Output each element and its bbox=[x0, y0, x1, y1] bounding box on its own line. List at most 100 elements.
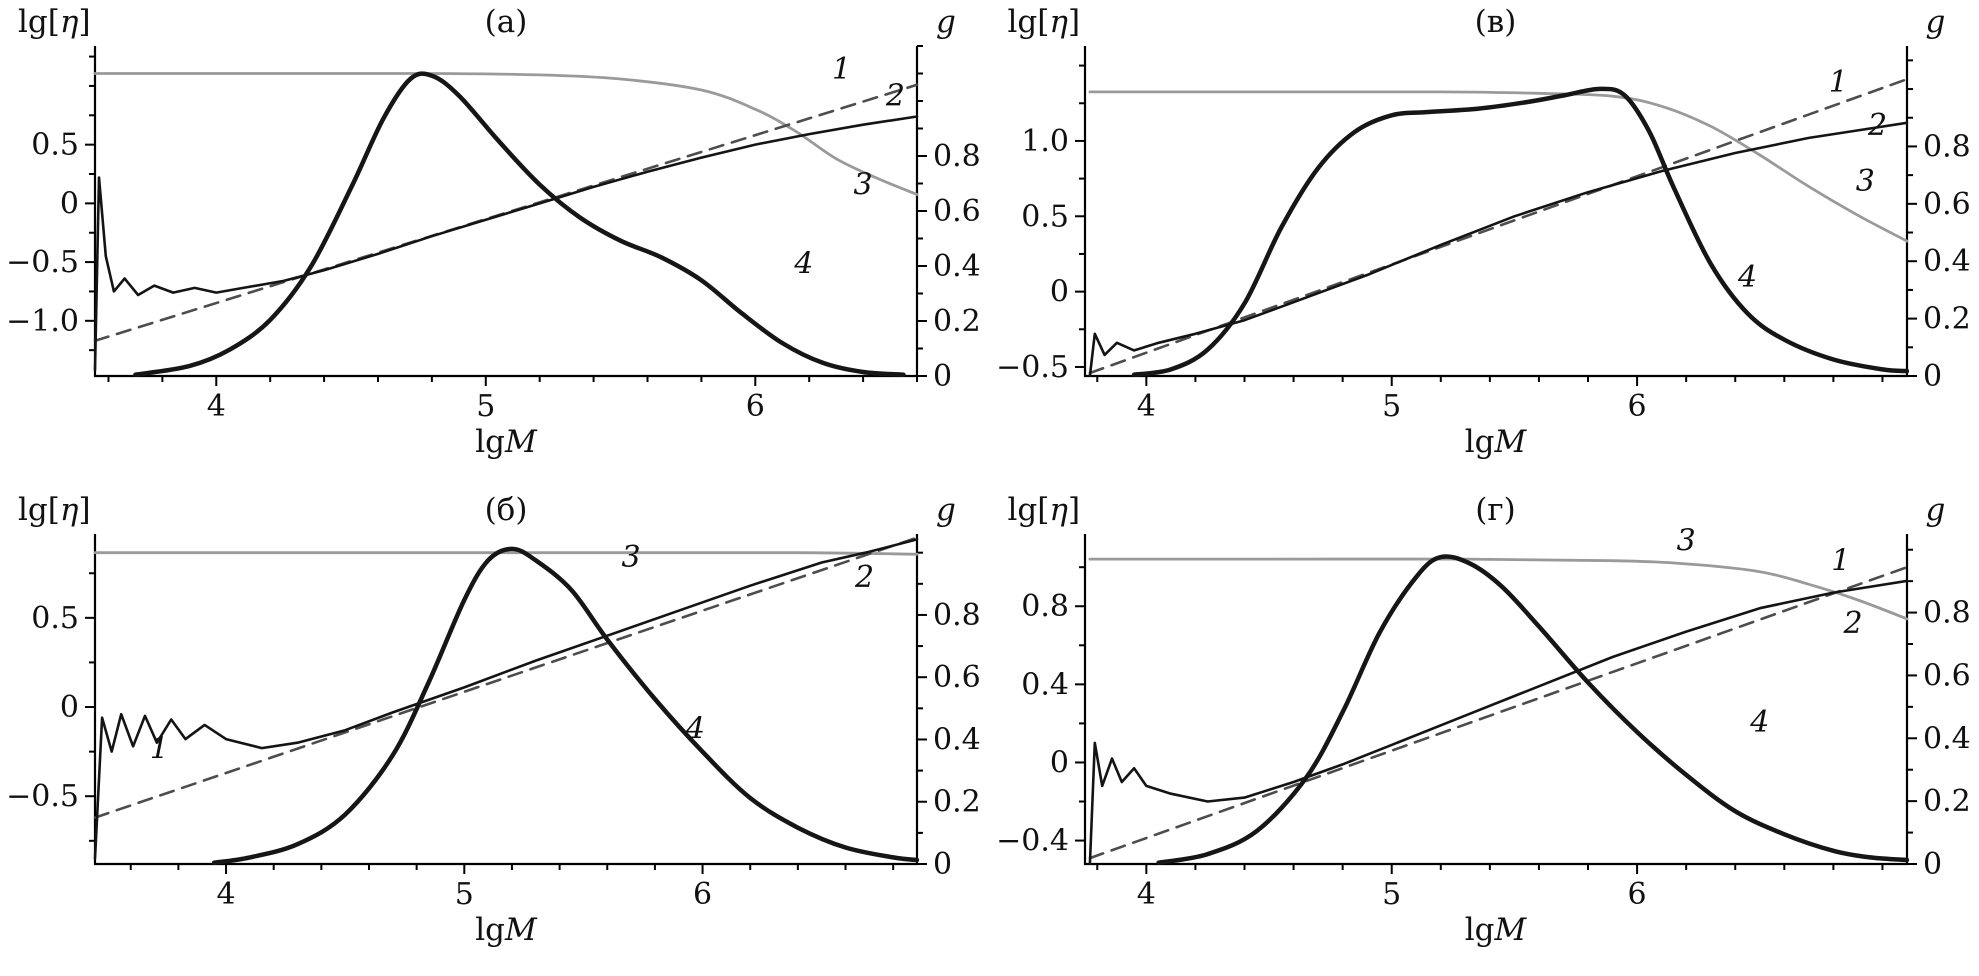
right-tick-label: 0.4 bbox=[933, 249, 981, 284]
x-tick-label: 5 bbox=[476, 389, 495, 424]
right-tick-label: 0.8 bbox=[1923, 129, 1971, 164]
curve-label-3: 3 bbox=[854, 168, 873, 203]
right-tick-label: 0.8 bbox=[933, 598, 981, 633]
x-tick-label: 4 bbox=[1136, 389, 1155, 424]
ticks bbox=[1074, 59, 1917, 386]
left-tick-label: 0.5 bbox=[1021, 199, 1069, 234]
left-axis-title-suffix: ] bbox=[1067, 492, 1081, 528]
curve-3 bbox=[93, 72, 919, 196]
right-tick-label: 0.2 bbox=[1923, 302, 1971, 337]
curve-2 bbox=[93, 538, 919, 860]
right-axis-title: g bbox=[936, 4, 956, 40]
curve-label-2: 2 bbox=[885, 78, 905, 113]
right-tick-label: 0.2 bbox=[933, 304, 981, 339]
left-tick-label: 0.4 bbox=[1021, 667, 1069, 702]
curve-label-3: 3 bbox=[622, 540, 641, 575]
axes-frame bbox=[93, 46, 919, 378]
right-tick-label: 0.4 bbox=[933, 722, 981, 757]
left-tick-label: 0 bbox=[1049, 745, 1068, 780]
left-tick-label: 0.5 bbox=[31, 601, 79, 636]
panel-g: lg[η] (г) g 4 5 6 0.8 0.4 0 −0.4 0.8 0.6 0.4 0.2 0 1… bbox=[990, 488, 1979, 976]
curve-label-4: 4 bbox=[685, 712, 705, 747]
curve-label-3: 3 bbox=[1855, 164, 1874, 199]
x-axis-title: lgM bbox=[475, 424, 537, 460]
curve-3 bbox=[93, 551, 919, 556]
left-axis-title-prefix: lg[ bbox=[18, 492, 60, 528]
curve-2 bbox=[1088, 121, 1908, 377]
right-tick-label: 0.4 bbox=[1923, 721, 1971, 756]
x-axis-M: M bbox=[505, 912, 537, 948]
right-tick-label: 0.6 bbox=[933, 660, 981, 695]
right-tick-label: 0.6 bbox=[933, 194, 981, 229]
left-axis-title-prefix: lg[ bbox=[1007, 4, 1050, 40]
left-axis-title-suffix: ] bbox=[78, 4, 91, 40]
curve-4 bbox=[1131, 86, 1909, 377]
panel-a: lg[η] (а) g 4 5 6 0.5 0 −0.5 −1.0 0.8 0.6 0.4 0.2 0… bbox=[0, 0, 989, 488]
curve-label-1: 1 bbox=[1828, 65, 1847, 100]
ticks bbox=[85, 45, 927, 386]
left-axis-title-prefix: lg[ bbox=[1007, 492, 1050, 528]
panel-title: (б) bbox=[484, 492, 528, 528]
x-tick-label: 4 bbox=[216, 877, 235, 912]
ticks bbox=[85, 551, 927, 874]
curve-label-1: 1 bbox=[832, 52, 851, 87]
curve-3 bbox=[1088, 90, 1908, 243]
curve-4 bbox=[211, 546, 919, 865]
curves bbox=[93, 71, 919, 377]
left-tick-label: 0.8 bbox=[1021, 589, 1069, 624]
panel-title: (а) bbox=[484, 4, 528, 40]
right-tick-label: 0 bbox=[1923, 359, 1942, 394]
x-axis-lg: lg bbox=[1464, 912, 1495, 948]
curve-2 bbox=[1088, 579, 1908, 865]
right-tick-label: 0.4 bbox=[1923, 244, 1971, 279]
left-axis-title: lg[η] bbox=[18, 492, 91, 528]
x-tick-label: 6 bbox=[746, 389, 765, 424]
x-tick-label: 4 bbox=[207, 389, 226, 424]
curve-label-4: 4 bbox=[1736, 260, 1756, 295]
curves bbox=[1088, 554, 1909, 865]
curve-label-2: 2 bbox=[1842, 606, 1862, 641]
x-tick-label: 6 bbox=[1627, 877, 1646, 912]
left-tick-label: −0.5 bbox=[6, 779, 79, 814]
axes-frame bbox=[1083, 46, 1908, 378]
right-tick-label: 0.8 bbox=[1923, 596, 1971, 631]
x-axis-title: lgM bbox=[475, 912, 537, 948]
right-tick-label: 0.2 bbox=[933, 785, 981, 820]
curve-label-4: 4 bbox=[1749, 705, 1769, 740]
x-axis-M: M bbox=[1494, 912, 1527, 948]
right-tick-label: 0 bbox=[1923, 847, 1942, 882]
left-tick-label: 0 bbox=[60, 690, 79, 725]
curve-label-4: 4 bbox=[793, 247, 813, 282]
right-tick-label: 0 bbox=[933, 847, 952, 882]
left-axis-title: lg[η] bbox=[18, 4, 91, 40]
axes-frame bbox=[93, 534, 919, 866]
right-tick-label: 0.8 bbox=[933, 139, 981, 174]
x-axis-lg: lg bbox=[475, 424, 506, 460]
x-axis-title: lgM bbox=[1465, 912, 1527, 948]
panel-b: lg[η] (б) g 4 5 6 0.5 0 −0.5 0.8 0.6 0.4 0.2 0 1 2 3 4… bbox=[0, 488, 989, 976]
x-axis-lg: lg bbox=[475, 912, 506, 948]
curve-label-3: 3 bbox=[1676, 524, 1695, 559]
left-axis-title: lg[η] bbox=[1008, 4, 1081, 40]
left-tick-label: 0 bbox=[60, 186, 79, 221]
x-tick-label: 5 bbox=[1382, 877, 1401, 912]
curve-4 bbox=[133, 71, 906, 377]
panel-title: (г) bbox=[1475, 492, 1516, 528]
x-axis-title: lgM bbox=[1465, 424, 1527, 460]
curves bbox=[93, 536, 919, 865]
plot-canvas-g: 4 5 6 0.8 0.4 0 −0.4 0.8 0.6 0.4 0.2 0 1 2 3 4 bbox=[996, 524, 1971, 913]
left-tick-label: −0.5 bbox=[996, 350, 1069, 385]
left-tick-label: −0.5 bbox=[6, 245, 79, 280]
plot-canvas-b: 4 5 6 0.5 0 −0.5 0.8 0.6 0.4 0.2 0 1 2 3 4 bbox=[6, 534, 981, 912]
curve-1 bbox=[93, 536, 919, 819]
x-tick-label: 6 bbox=[1627, 389, 1646, 424]
curve-label-1: 1 bbox=[1831, 543, 1850, 578]
right-axis-title: g bbox=[1925, 492, 1946, 528]
right-axis-title: g bbox=[1925, 4, 1946, 40]
x-axis-lg: lg bbox=[1464, 424, 1495, 460]
eta-symbol: η bbox=[59, 4, 79, 40]
left-tick-label: 0 bbox=[1049, 275, 1068, 310]
right-tick-label: 0 bbox=[933, 359, 952, 394]
ticks bbox=[1074, 548, 1917, 874]
